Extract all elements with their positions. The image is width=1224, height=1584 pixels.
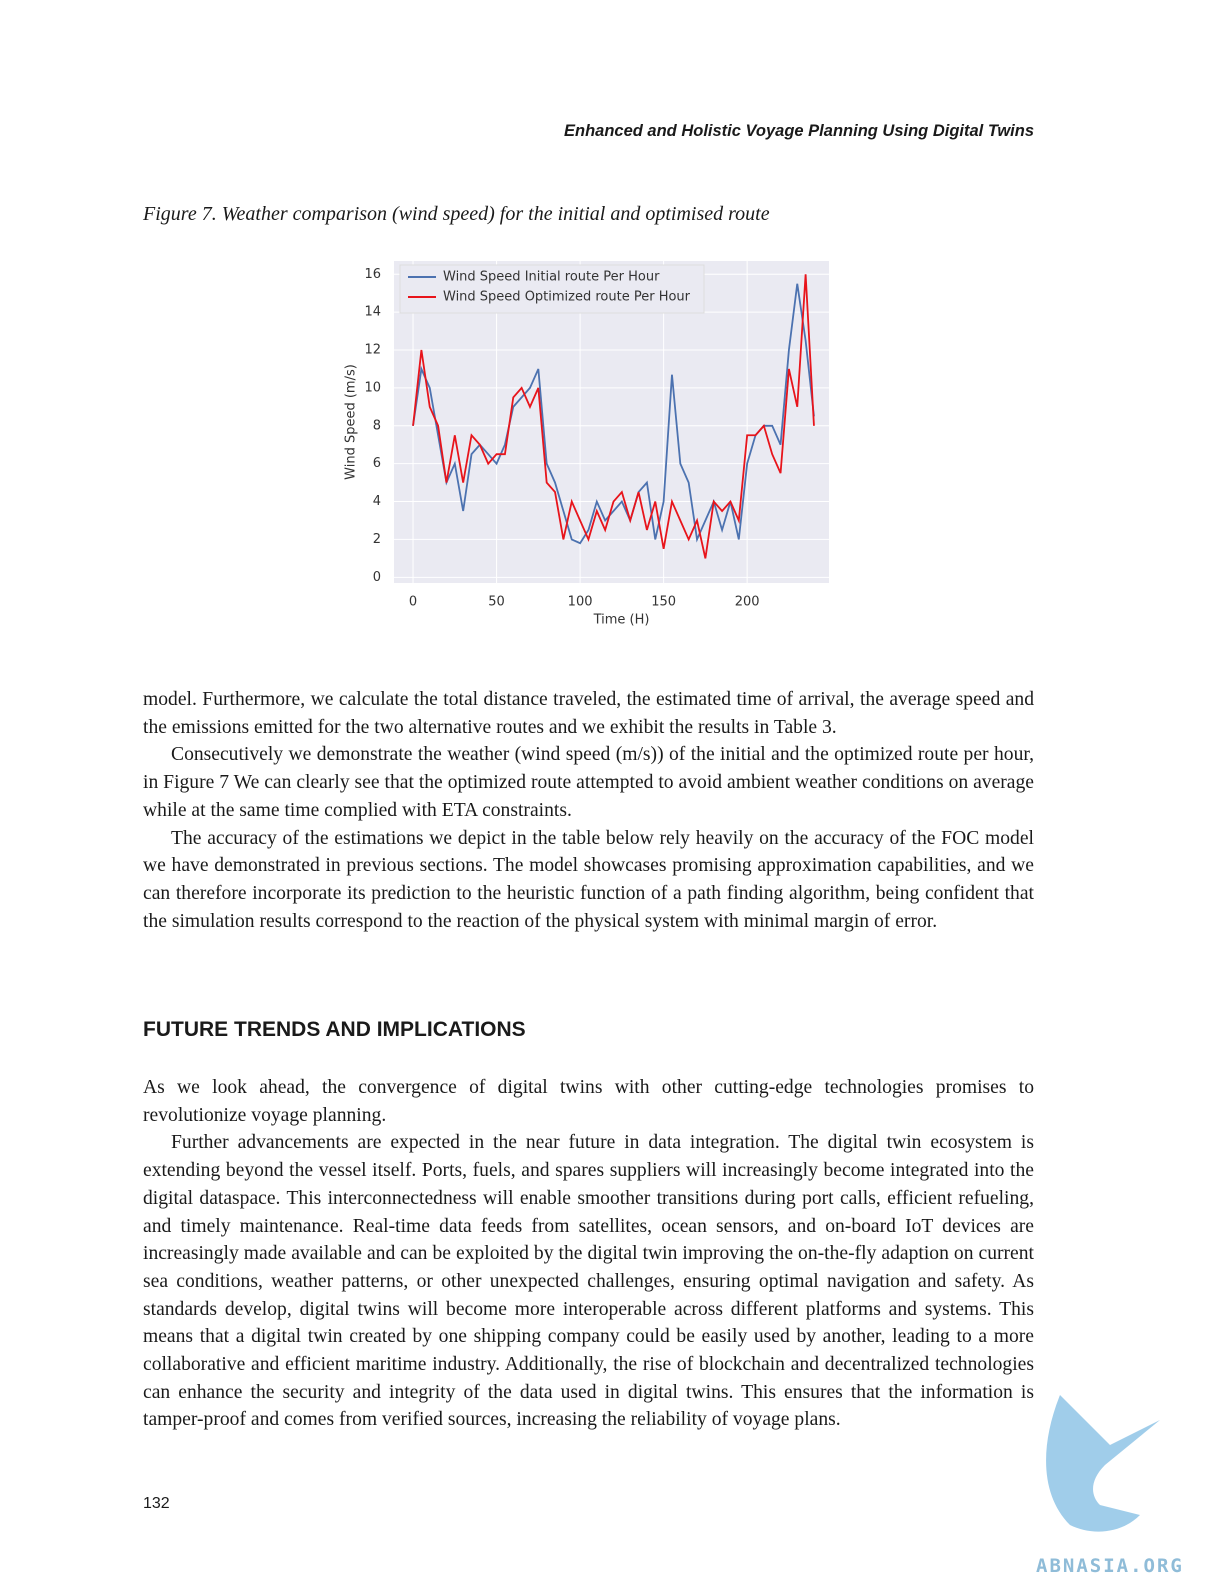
watermark-logo bbox=[1046, 1395, 1160, 1532]
x-tick-label: 50 bbox=[488, 595, 505, 610]
legend-label: Wind Speed Initial route Per Hour bbox=[443, 270, 660, 285]
running-header: Enhanced and Holistic Voyage Planning Us… bbox=[563, 122, 1034, 140]
x-tick-label: 150 bbox=[651, 595, 676, 610]
plot-area bbox=[394, 261, 829, 583]
body-text: model. Furthermore, we calculate the tot… bbox=[143, 686, 1034, 935]
figure-caption: Figure 7. Weather comparison (wind speed… bbox=[143, 203, 770, 225]
y-tick-label: 0 bbox=[373, 570, 381, 585]
paragraph: As we look ahead, the convergence of dig… bbox=[143, 1077, 1034, 1126]
y-tick-label: 4 bbox=[373, 494, 381, 509]
chart: 0 2 4 6 8 10 12 14 16 0 50 100 150 200 Time (H) Wind Sp… bbox=[344, 261, 829, 628]
x-axis-label: Time (H) bbox=[593, 613, 650, 628]
paragraph: The accuracy of the estimations we depic… bbox=[143, 827, 1034, 932]
x-tick-label: 0 bbox=[409, 595, 417, 610]
y-tick-label: 12 bbox=[364, 343, 381, 358]
y-tick-label: 16 bbox=[364, 267, 381, 282]
legend-label: Wind Speed Optimized route Per Hour bbox=[443, 290, 691, 305]
data-line bbox=[412, 274, 815, 559]
y-tick-label: 14 bbox=[364, 305, 381, 320]
paragraph: model. Furthermore, we calculate the tot… bbox=[143, 689, 1034, 738]
page-number: 132 bbox=[143, 1495, 170, 1512]
section-heading: FUTURE TRENDS AND IMPLICATIONS bbox=[143, 1018, 526, 1041]
section-text: As we look ahead, the convergence of dig… bbox=[143, 1074, 1034, 1434]
y-tick-label: 10 bbox=[364, 380, 381, 395]
paragraph: Consecutively we demonstrate the weather… bbox=[143, 744, 1034, 821]
y-axis-label: Wind Speed (m/s) bbox=[344, 364, 359, 480]
x-tick-label: 200 bbox=[735, 595, 760, 610]
x-tick-label: 100 bbox=[568, 595, 593, 610]
legend-box bbox=[399, 264, 705, 314]
y-tick-label: 6 bbox=[373, 456, 381, 471]
paragraph: Further advancements are expected in the… bbox=[143, 1132, 1034, 1431]
y-tick-label: 2 bbox=[373, 532, 381, 547]
y-tick-label: 8 bbox=[373, 418, 381, 433]
watermark: ABNASIA.ORG bbox=[1036, 1555, 1184, 1577]
